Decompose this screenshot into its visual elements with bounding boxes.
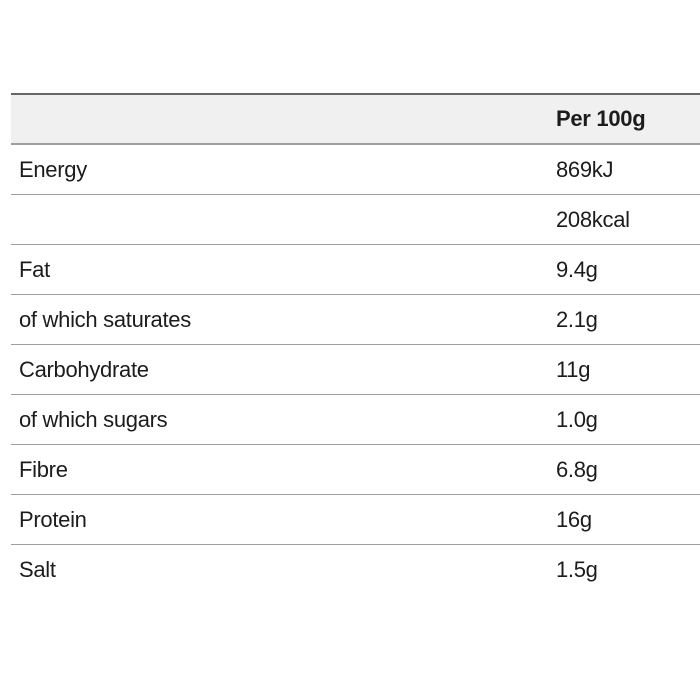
nutrient-value: 11g (556, 356, 591, 382)
nutrient-value: 16g (556, 506, 592, 532)
table-header-row: Per 100g (11, 95, 700, 145)
nutrient-value: 9.4g (556, 256, 598, 282)
nutrient-label: Protein (19, 506, 87, 532)
row-saturates: of which saturates 2.1g (11, 295, 700, 345)
column-header-per-100g: Per 100g (556, 106, 646, 131)
nutrient-value: 208kcal (556, 206, 630, 232)
nutrient-label: Fat (19, 256, 50, 282)
nutrient-label: of which sugars (19, 406, 168, 432)
nutrient-value: 869kJ (556, 156, 614, 182)
nutrient-value: 1.0g (556, 406, 598, 432)
nutrient-label: Carbohydrate (19, 356, 149, 382)
row-carbohydrate: Carbohydrate 11g (11, 345, 700, 395)
nutrient-label: Energy (19, 156, 87, 182)
row-energy: Energy 869kJ (11, 145, 700, 195)
row-energy-kcal: 208kcal (11, 195, 700, 245)
row-fibre: Fibre 6.8g (11, 445, 700, 495)
row-salt: Salt 1.5g (11, 545, 700, 595)
row-sugars: of which sugars 1.0g (11, 395, 700, 445)
nutrient-value: 1.5g (556, 557, 598, 582)
row-protein: Protein 16g (11, 495, 700, 545)
nutrient-label: Fibre (19, 456, 68, 482)
nutrient-label: of which saturates (19, 306, 191, 332)
nutrition-table: Per 100g Energy 869kJ 208kcal Fat 9.4g o… (11, 93, 700, 595)
row-fat: Fat 9.4g (11, 245, 700, 295)
nutrient-value: 2.1g (556, 306, 598, 332)
nutrient-value: 6.8g (556, 456, 598, 482)
nutrient-label: Salt (19, 557, 56, 582)
